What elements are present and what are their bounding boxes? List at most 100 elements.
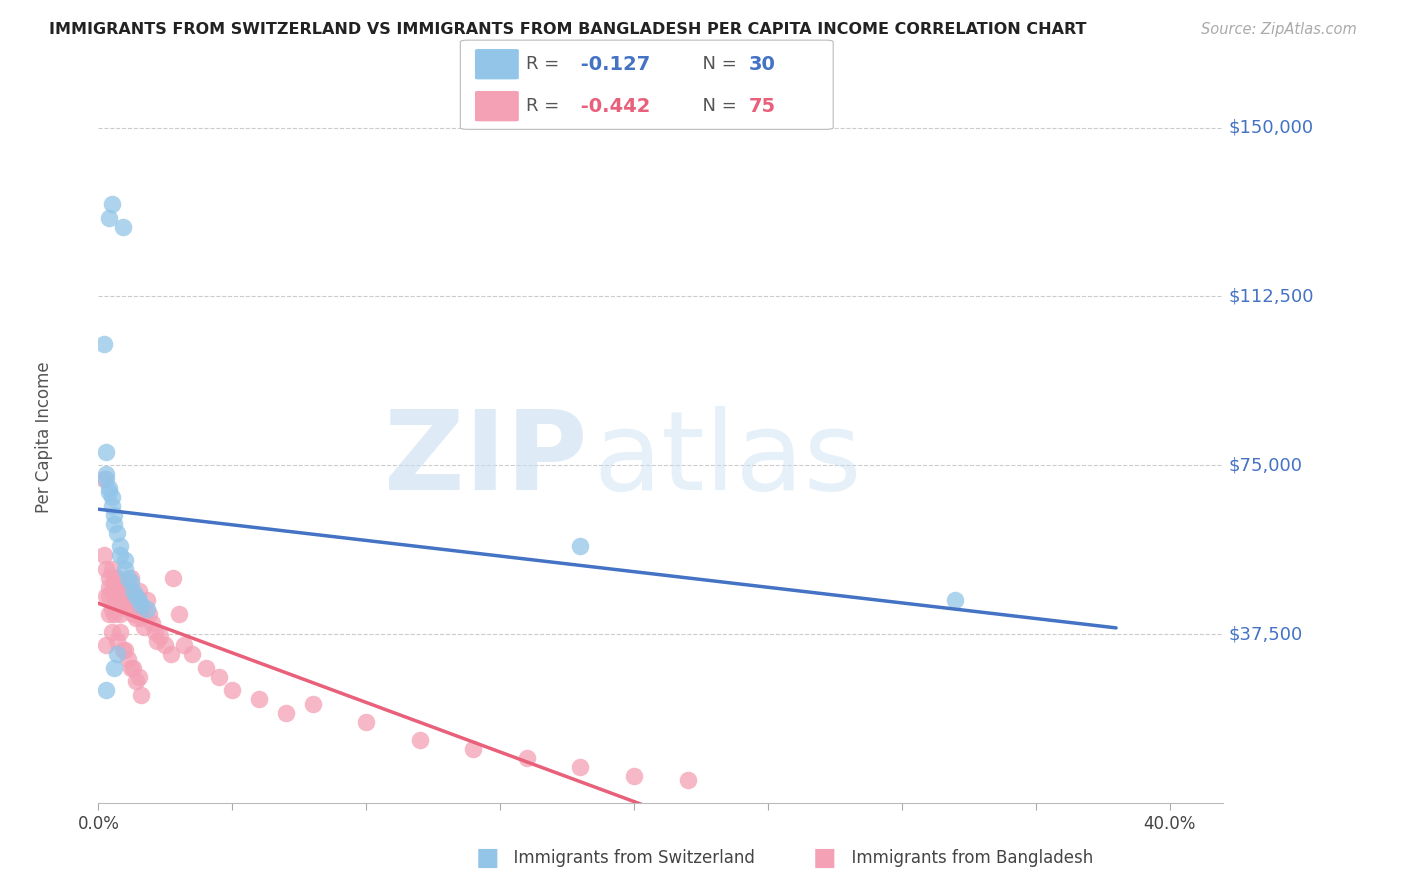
- Point: [111, 219, 134, 234]
- Point: [122, 607, 145, 621]
- Point: [125, 598, 148, 612]
- Point: [117, 602, 139, 616]
- Text: -0.442: -0.442: [574, 96, 650, 116]
- Text: $37,500: $37,500: [1229, 625, 1303, 643]
- Point: [623, 769, 645, 783]
- Point: [111, 598, 134, 612]
- Point: [103, 508, 125, 522]
- Text: $150,000: $150,000: [1229, 119, 1313, 136]
- Text: Source: ZipAtlas.com: Source: ZipAtlas.com: [1201, 22, 1357, 37]
- Point: [463, 741, 485, 756]
- Point: [98, 607, 121, 621]
- Point: [98, 481, 121, 495]
- Point: [111, 584, 134, 599]
- Point: [120, 589, 142, 603]
- Text: -0.127: -0.127: [574, 54, 650, 74]
- Point: [143, 624, 166, 639]
- Point: [247, 692, 270, 706]
- Point: [98, 589, 121, 603]
- Text: 75: 75: [749, 96, 776, 116]
- FancyBboxPatch shape: [475, 49, 519, 79]
- Point: [194, 661, 217, 675]
- Text: ZIP: ZIP: [384, 406, 588, 513]
- Point: [114, 553, 136, 567]
- Text: Per Capita Income: Per Capita Income: [35, 361, 53, 513]
- Point: [108, 548, 131, 562]
- Point: [98, 580, 121, 594]
- Point: [96, 444, 118, 458]
- Text: ■: ■: [475, 847, 499, 870]
- FancyBboxPatch shape: [460, 40, 834, 129]
- Point: [108, 607, 131, 621]
- Point: [108, 593, 131, 607]
- Point: [132, 620, 155, 634]
- Point: [93, 336, 115, 351]
- Point: [101, 584, 124, 599]
- Point: [101, 562, 124, 576]
- Text: Immigrants from Switzerland: Immigrants from Switzerland: [503, 849, 755, 867]
- Point: [96, 683, 118, 698]
- Point: [103, 607, 125, 621]
- Point: [125, 674, 148, 689]
- Point: [120, 571, 142, 585]
- Point: [105, 584, 128, 599]
- Point: [98, 211, 121, 225]
- Text: 30: 30: [749, 54, 776, 74]
- Text: $112,500: $112,500: [1229, 287, 1315, 305]
- Point: [135, 602, 157, 616]
- Point: [569, 539, 592, 553]
- Point: [98, 485, 121, 500]
- Point: [146, 633, 169, 648]
- Point: [105, 598, 128, 612]
- Point: [101, 624, 124, 639]
- Point: [103, 516, 125, 531]
- Text: R =: R =: [526, 55, 565, 73]
- Point: [676, 773, 699, 788]
- Point: [516, 751, 538, 765]
- Point: [167, 607, 190, 621]
- Point: [114, 598, 136, 612]
- Point: [569, 760, 592, 774]
- Point: [105, 633, 128, 648]
- Point: [108, 624, 131, 639]
- Point: [122, 584, 145, 599]
- Point: [301, 697, 323, 711]
- Point: [108, 539, 131, 553]
- Text: R =: R =: [526, 97, 565, 115]
- Point: [122, 661, 145, 675]
- Point: [354, 714, 377, 729]
- Point: [93, 548, 115, 562]
- Text: Immigrants from Bangladesh: Immigrants from Bangladesh: [841, 849, 1092, 867]
- Point: [120, 575, 142, 590]
- Point: [135, 593, 157, 607]
- FancyBboxPatch shape: [475, 91, 519, 121]
- Point: [125, 589, 148, 603]
- Point: [129, 611, 152, 625]
- Point: [128, 593, 150, 607]
- Point: [149, 629, 172, 643]
- Text: $75,000: $75,000: [1229, 456, 1302, 475]
- Point: [945, 593, 967, 607]
- Point: [93, 472, 115, 486]
- Point: [103, 571, 125, 585]
- Point: [96, 638, 118, 652]
- Point: [103, 602, 125, 616]
- Point: [155, 638, 177, 652]
- Point: [101, 499, 124, 513]
- Point: [129, 602, 152, 616]
- Point: [129, 688, 152, 702]
- Point: [274, 706, 297, 720]
- Text: N =: N =: [690, 55, 742, 73]
- Point: [181, 647, 204, 661]
- Point: [96, 562, 118, 576]
- Point: [114, 562, 136, 576]
- Point: [141, 615, 163, 630]
- Point: [125, 611, 148, 625]
- Point: [98, 571, 121, 585]
- Point: [128, 598, 150, 612]
- Point: [208, 670, 231, 684]
- Text: ■: ■: [813, 847, 837, 870]
- Point: [101, 197, 124, 211]
- Point: [117, 589, 139, 603]
- Point: [111, 642, 134, 657]
